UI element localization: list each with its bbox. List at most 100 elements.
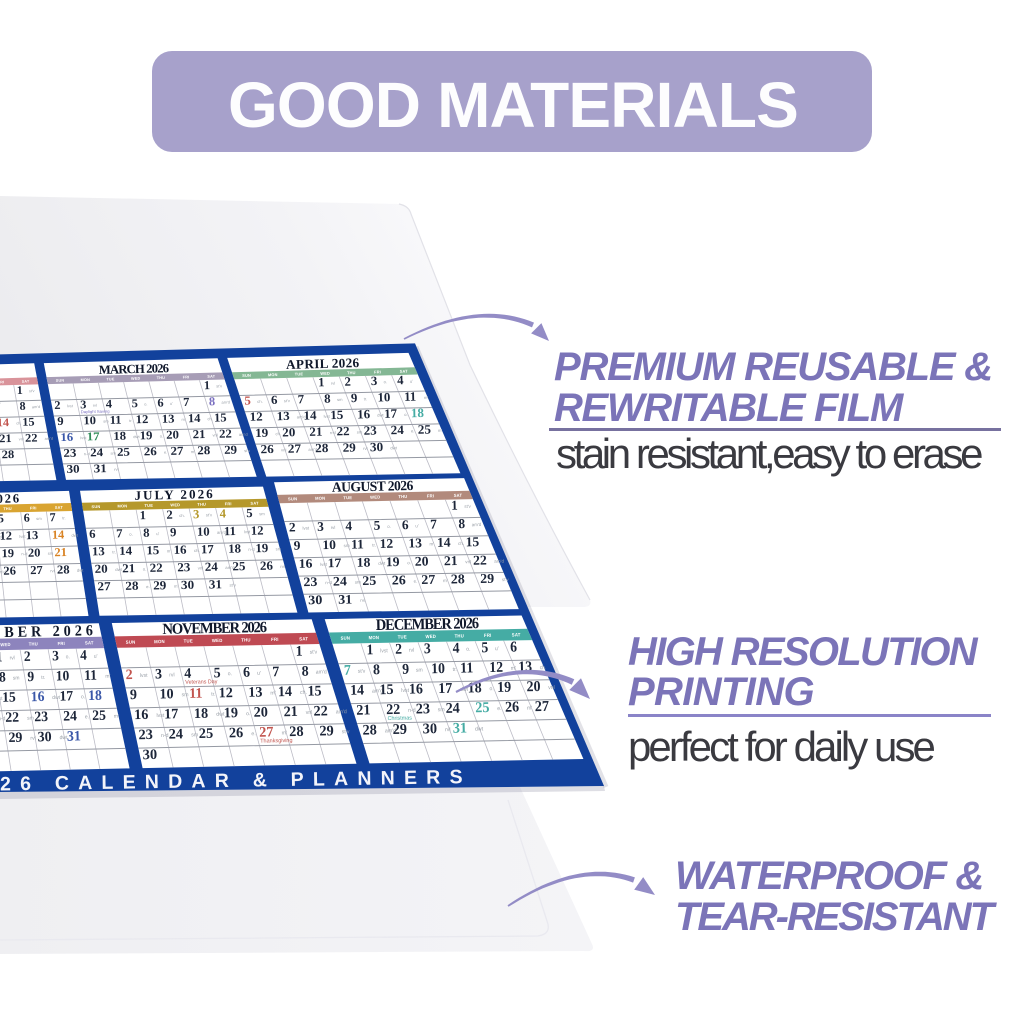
svg-text:22: 22 [5, 709, 19, 726]
svg-text:TUE: TUE [144, 503, 153, 508]
svg-text:rvl: rvl [280, 564, 285, 569]
svg-text:9: 9 [294, 538, 301, 553]
svg-text:APRIL 2026: APRIL 2026 [286, 355, 360, 372]
svg-text:lvst: lvst [401, 688, 409, 694]
svg-text:7: 7 [0, 400, 1, 414]
svg-text:n-d: n-d [0, 716, 6, 722]
svg-text:5: 5 [373, 518, 380, 533]
svg-text:10: 10 [197, 525, 210, 539]
svg-text:22: 22 [313, 703, 328, 720]
svg-text:m': m' [282, 730, 288, 736]
svg-text:sm: sm [276, 546, 282, 551]
svg-text:15: 15 [22, 415, 35, 429]
svg-text:11: 11 [404, 390, 416, 404]
svg-text:o.: o. [66, 654, 70, 660]
svg-text:m': m' [511, 666, 516, 672]
svg-text:rvl: rvl [331, 525, 336, 530]
svg-text:st'v: st'v [284, 398, 290, 403]
svg-text:TUE: TUE [106, 377, 115, 381]
svg-text:1: 1 [17, 383, 23, 397]
svg-text:8: 8 [324, 392, 331, 406]
svg-text:14: 14 [52, 528, 65, 542]
svg-text:21: 21 [122, 561, 135, 575]
svg-text:20: 20 [282, 426, 295, 440]
svg-text:vnl: vnl [465, 559, 471, 564]
svg-text:THU: THU [3, 507, 12, 511]
svg-text:lvst: lvst [67, 404, 74, 408]
svg-text:12: 12 [219, 685, 233, 702]
svg-text:10: 10 [83, 414, 96, 428]
svg-text:m': m' [174, 584, 179, 589]
svg-text:FRI: FRI [30, 506, 37, 510]
svg-text:6: 6 [23, 511, 29, 525]
svg-text:FRI: FRI [374, 369, 381, 374]
svg-text:10: 10 [322, 537, 336, 552]
svg-text:18: 18 [88, 688, 102, 704]
svg-text:26: 26 [144, 445, 157, 459]
svg-text:dwt: dwt [71, 533, 78, 538]
svg-text:st'v: st'v [342, 729, 350, 735]
svg-text:29: 29 [8, 730, 22, 747]
svg-text:ch.: ch. [194, 548, 200, 553]
svg-text:TUE: TUE [295, 371, 304, 376]
svg-text:27: 27 [170, 444, 183, 458]
svg-text:st'v: st'v [310, 649, 318, 655]
svg-text:e.: e. [146, 584, 150, 589]
svg-text:1: 1 [204, 378, 210, 392]
svg-text:u': u' [410, 379, 413, 384]
svg-text:n-d: n-d [408, 708, 416, 714]
svg-text:m': m' [424, 395, 429, 400]
svg-text:20: 20 [95, 562, 108, 576]
svg-text:16: 16 [357, 407, 371, 421]
svg-text:18: 18 [113, 429, 126, 443]
svg-text:THU: THU [398, 494, 407, 499]
svg-text:Daylight Saving: Daylight Saving [81, 409, 110, 415]
svg-text:4: 4 [80, 648, 87, 664]
svg-text:22: 22 [336, 424, 349, 438]
svg-text:o.: o. [246, 711, 250, 717]
svg-text:rvl: rvl [30, 736, 36, 742]
svg-text:FRI: FRI [427, 493, 434, 498]
svg-text:30: 30 [66, 462, 79, 475]
svg-text:13: 13 [408, 535, 422, 550]
svg-text:12: 12 [380, 536, 394, 551]
svg-text:8: 8 [373, 662, 380, 679]
svg-text:22: 22 [150, 561, 163, 575]
svg-text:26: 26 [260, 442, 274, 456]
svg-text:5: 5 [0, 511, 4, 525]
svg-text:5: 5 [131, 396, 138, 410]
svg-text:FRI: FRI [225, 501, 232, 506]
svg-text:28: 28 [289, 724, 304, 740]
svg-text:ch.: ch. [179, 513, 185, 518]
svg-text:13: 13 [92, 544, 105, 558]
svg-text:19: 19 [386, 554, 400, 569]
svg-text:rvl: rvl [50, 568, 55, 573]
svg-text:17: 17 [384, 407, 398, 421]
svg-text:21: 21 [356, 702, 370, 719]
svg-text:8: 8 [458, 516, 465, 531]
svg-text:u': u' [495, 646, 499, 652]
svg-text:THU: THU [197, 502, 206, 507]
svg-text:7: 7 [116, 526, 123, 540]
svg-text:MON: MON [369, 635, 380, 640]
svg-text:st'v: st'v [206, 512, 213, 517]
svg-text:lvst: lvst [156, 713, 164, 719]
svg-text:sm: sm [344, 543, 350, 548]
svg-text:20: 20 [28, 546, 41, 560]
svg-text:MON: MON [117, 503, 127, 508]
svg-text:u': u' [415, 523, 419, 528]
svg-text:e.: e. [251, 731, 256, 737]
svg-text:SUN: SUN [56, 379, 65, 383]
svg-text:2: 2 [166, 508, 173, 522]
svg-text:8: 8 [19, 399, 25, 413]
svg-text:lvst: lvst [302, 526, 310, 531]
svg-text:5: 5 [481, 640, 488, 657]
svg-text:9: 9 [351, 391, 358, 405]
svg-text:3: 3 [371, 374, 378, 388]
svg-text:e.: e. [414, 579, 418, 584]
svg-text:u': u' [156, 531, 159, 536]
svg-text:ch.: ch. [257, 399, 263, 404]
svg-text:SAT: SAT [512, 632, 521, 637]
svg-text:25: 25 [362, 573, 376, 588]
svg-text:16: 16 [31, 690, 45, 706]
